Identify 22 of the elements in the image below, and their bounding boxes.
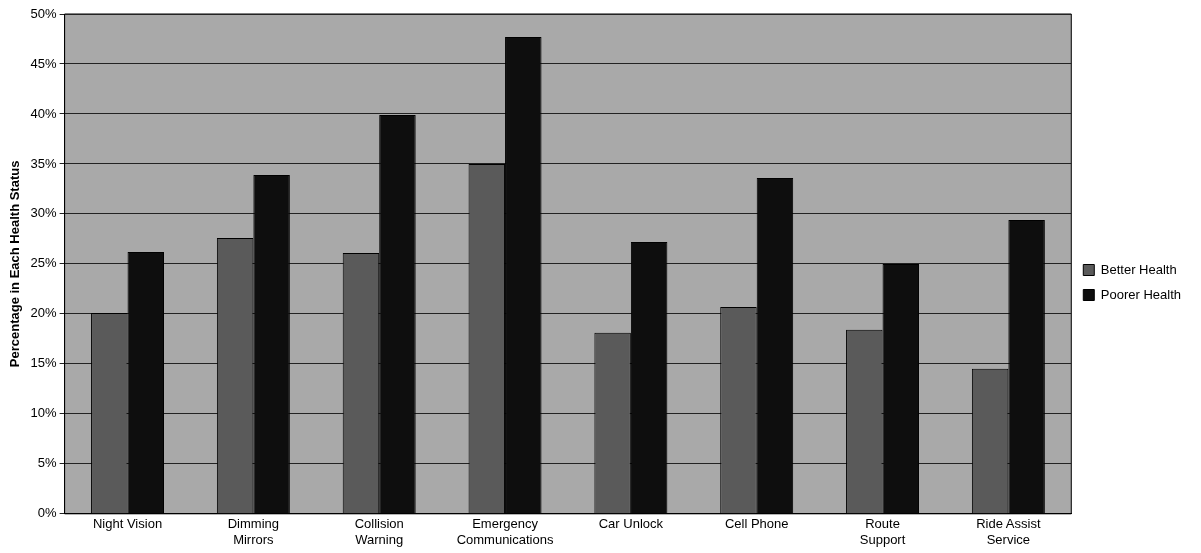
legend-label: Poorer Health xyxy=(1100,286,1182,302)
y-tick-label: 0% xyxy=(37,505,58,521)
x-tick-label: Dimming Mirrors xyxy=(227,516,280,547)
y-tick-label: 25% xyxy=(30,255,58,271)
x-tick-label: Ride Assist Service xyxy=(976,516,1041,547)
y-tick-label: 10% xyxy=(30,405,58,421)
y-tick-label: 15% xyxy=(30,355,58,371)
y-tick-label: 40% xyxy=(30,105,58,121)
y-tick-label: 45% xyxy=(30,55,58,71)
x-tick-label: Emergency Communications xyxy=(456,516,554,547)
x-tick-label: Car Unlock xyxy=(598,516,664,532)
x-tick-label: Cell Phone xyxy=(724,516,789,532)
y-tick-label: 20% xyxy=(30,305,58,321)
y-tick-label: 30% xyxy=(30,205,58,221)
y-axis-title: Percentage in Each Health Status xyxy=(7,160,23,368)
y-tick-label: 35% xyxy=(30,155,58,171)
y-tick-label: 50% xyxy=(30,5,58,21)
legend-label: Better Health xyxy=(1100,261,1177,277)
x-tick-label: Collision Warning xyxy=(354,516,404,547)
y-tick-label: 5% xyxy=(37,455,58,471)
x-tick-label: Night Vision xyxy=(92,516,163,532)
x-tick-label: Route Support xyxy=(859,516,906,547)
